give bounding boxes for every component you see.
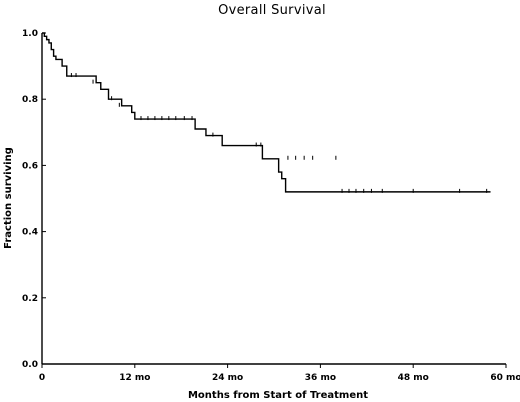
ticks: 0.0 0.2 0.4 0.6 0.8 1.0 0 12 mo 24 mo 36 mo 48 mo 6… <box>22 29 520 383</box>
y-tick-label: 1.0 <box>22 29 38 39</box>
x-tick-label: 12 mo <box>119 373 150 383</box>
x-tick-label: 0 <box>39 373 45 383</box>
y-tick-label: 0.0 <box>22 360 38 370</box>
x-axis-label: Months from Start of Treatment <box>188 390 368 401</box>
x-tick-label: 48 mo <box>398 373 429 383</box>
y-tick-label: 0.6 <box>22 161 38 171</box>
x-tick-label: 60 mo <box>490 373 520 383</box>
censor-marks <box>70 73 488 193</box>
axes <box>41 33 506 365</box>
chart-title: Overall Survival <box>218 3 326 18</box>
y-tick-label: 0.8 <box>22 95 38 105</box>
y-tick-label: 0.4 <box>22 228 38 238</box>
y-tick-label: 0.2 <box>22 294 38 304</box>
survival-curve <box>42 32 491 193</box>
series-layer <box>42 32 491 193</box>
y-axis-label: Fraction surviving <box>3 147 14 249</box>
x-tick-label: 36 mo <box>305 373 336 383</box>
x-tick-label: 24 mo <box>212 373 243 383</box>
